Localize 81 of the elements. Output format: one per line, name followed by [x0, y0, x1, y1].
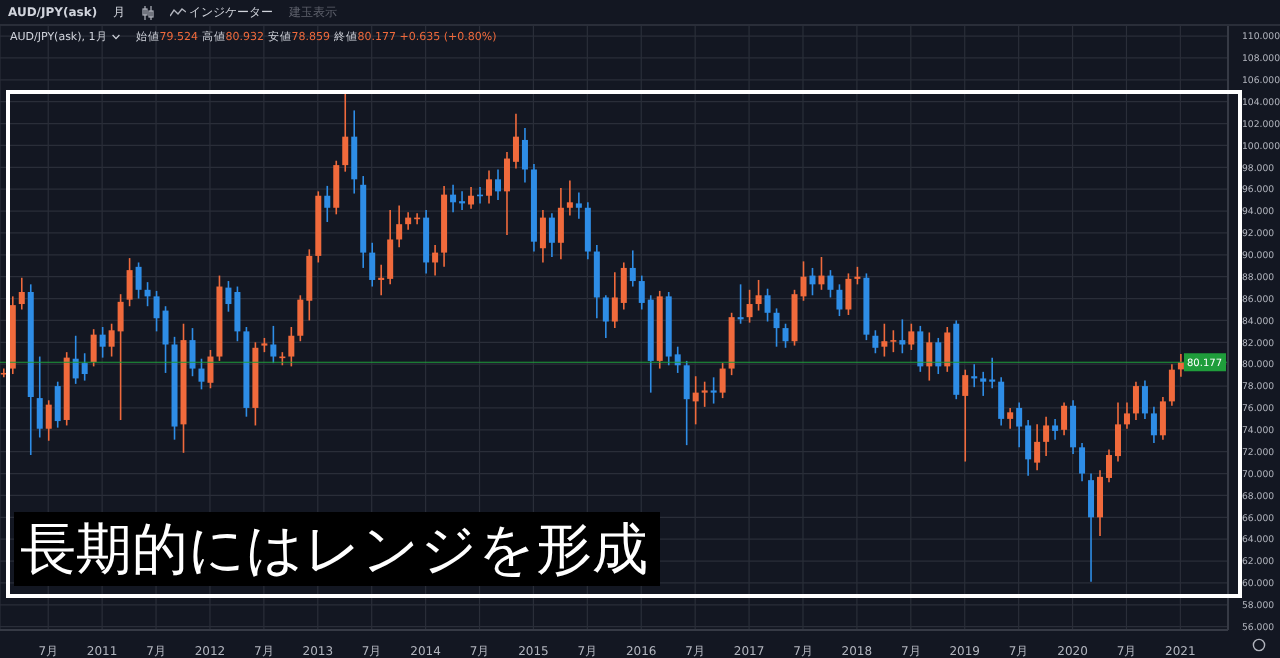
annotation: 長期的にはレンジを形成 — [14, 512, 660, 586]
candlestick — [629, 249, 636, 288]
candlestick — [971, 363, 978, 388]
candlestick — [908, 322, 915, 351]
candlestick — [764, 287, 771, 323]
candlestick — [117, 293, 124, 421]
candlestick — [288, 326, 295, 368]
candlestick — [342, 91, 349, 173]
candlestick — [369, 241, 376, 288]
candlestick — [90, 328, 97, 368]
candlestick — [135, 261, 142, 300]
candlestick — [207, 349, 214, 390]
candlestick — [575, 191, 582, 220]
candlestick — [773, 307, 780, 348]
candlestick — [1043, 415, 1050, 457]
candlestick — [18, 276, 25, 311]
candlestick — [486, 169, 493, 205]
candlestick — [1007, 407, 1014, 430]
candlestick — [36, 355, 43, 439]
candlestick — [755, 279, 762, 312]
candlestick — [836, 283, 843, 317]
candlestick — [45, 399, 52, 442]
candlestick — [468, 186, 475, 210]
candlestick — [926, 331, 933, 382]
candlestick — [962, 368, 969, 463]
candlestick — [566, 179, 573, 217]
candlestick — [1079, 442, 1086, 483]
candlestick — [1141, 379, 1148, 420]
candlestick — [521, 127, 528, 184]
candlestick — [548, 212, 555, 258]
candlestick — [1168, 363, 1175, 407]
candlestick — [189, 327, 196, 378]
candlestick — [333, 159, 340, 216]
candlestick — [1150, 406, 1157, 444]
candlestick — [881, 322, 888, 358]
candlestick — [557, 187, 564, 260]
candlestick — [1123, 401, 1130, 430]
candlestick — [899, 318, 906, 355]
candlestick — [692, 375, 699, 426]
candlestick — [351, 109, 358, 195]
candlestick — [998, 376, 1005, 427]
candlestick — [1070, 399, 1077, 455]
candlestick — [710, 376, 717, 405]
candlestick — [737, 283, 744, 325]
candlestick — [917, 325, 924, 373]
candlestick — [1052, 418, 1059, 441]
candlestick — [99, 326, 106, 359]
candlestick — [423, 209, 430, 275]
candlestick — [602, 294, 609, 339]
candlestick — [1088, 472, 1095, 583]
candlestick — [944, 326, 951, 373]
candlestick — [701, 380, 708, 408]
candlestick — [584, 201, 591, 260]
candlestick — [81, 352, 88, 382]
candlestick — [827, 269, 834, 299]
candlestick — [396, 204, 403, 248]
candlestick — [719, 362, 726, 399]
candlestick — [935, 337, 942, 375]
candlestick — [450, 184, 457, 213]
candlestick — [980, 371, 987, 397]
candlestick — [495, 168, 501, 201]
candlestick — [270, 325, 277, 364]
candlestick — [683, 360, 690, 446]
candlestick — [198, 357, 205, 391]
candlestick — [809, 267, 816, 297]
candlestick — [126, 257, 133, 308]
candlestick — [1061, 401, 1068, 437]
candlestick — [746, 289, 753, 324]
candlestick — [432, 244, 439, 277]
candlestick — [324, 185, 331, 223]
candlestick — [1159, 396, 1166, 441]
candlestick — [539, 209, 546, 264]
candlestick — [1132, 380, 1139, 421]
candlestick — [818, 256, 825, 291]
candlestick — [54, 380, 61, 429]
candlestick — [845, 272, 852, 316]
candlestick — [782, 322, 789, 349]
candlestick — [1034, 423, 1041, 472]
candlestick — [593, 244, 600, 320]
candlestick — [872, 329, 879, 355]
candlestick — [144, 281, 151, 308]
